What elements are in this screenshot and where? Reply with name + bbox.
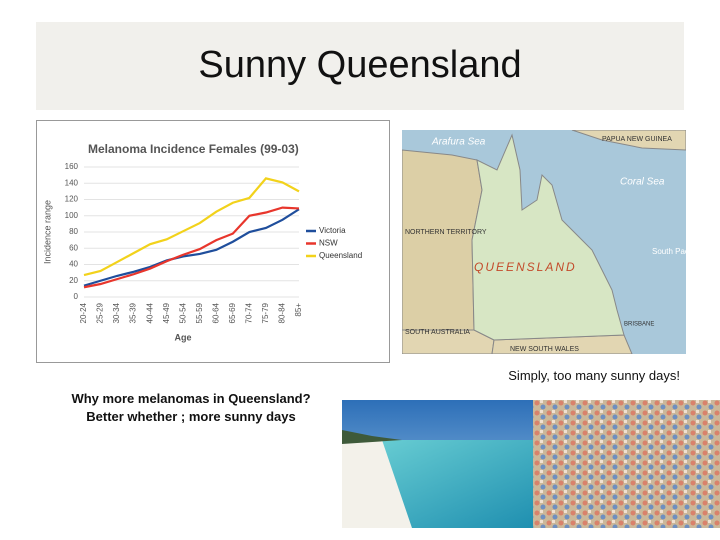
land-nt xyxy=(402,149,483,331)
x-tick-label: 20-24 xyxy=(79,302,88,323)
beach-sand xyxy=(342,440,412,528)
map-label: Arafura Sea xyxy=(431,137,486,148)
land-png xyxy=(571,130,686,151)
slide-title: Sunny Queensland xyxy=(198,44,522,86)
y-tick-label: 100 xyxy=(65,211,79,220)
photos xyxy=(342,400,720,528)
x-tick-label: 75-79 xyxy=(261,302,270,323)
series-line xyxy=(83,208,300,287)
x-tick-label: 60-64 xyxy=(211,302,220,323)
y-tick-label: 40 xyxy=(69,260,78,269)
x-tick-label: 25-29 xyxy=(96,302,105,323)
land-qld xyxy=(471,133,625,341)
x-tick-label: 45-49 xyxy=(162,302,171,323)
legend-label: Victoria xyxy=(319,226,346,235)
y-tick-label: 60 xyxy=(69,243,78,252)
crowd-photo xyxy=(533,400,720,528)
map-label: South Pacific Ocean xyxy=(652,247,686,256)
y-tick-label: 80 xyxy=(69,227,78,236)
x-axis-label: Age xyxy=(174,332,191,342)
x-tick-label: 80-84 xyxy=(278,302,287,323)
map-caption: Simply, too many sunny days! xyxy=(508,368,680,383)
map: Arafura Sea PAPUA NEW GUINEA Coral Sea NORT… xyxy=(402,130,686,354)
map-label: SOUTH AUSTRALIA xyxy=(405,329,470,336)
legend-label: Queensland xyxy=(319,251,362,260)
x-tick-label: 35-39 xyxy=(129,302,138,323)
map-label: BRISBANE xyxy=(624,322,654,328)
question-line: Better whether ; more sunny days xyxy=(86,409,296,424)
series-line xyxy=(83,206,300,289)
x-tick-label: 85+ xyxy=(294,303,303,317)
y-tick-label: 20 xyxy=(69,276,78,285)
beach-hills xyxy=(342,430,402,444)
x-tick-label: 70-74 xyxy=(244,302,253,323)
map-label: PAPUA NEW GUINEA xyxy=(602,136,672,143)
map-label: NEW SOUTH WALES xyxy=(510,346,579,353)
x-tick-label: 30-34 xyxy=(112,302,121,323)
legend-label: NSW xyxy=(319,239,338,248)
series-line xyxy=(83,177,300,277)
question-block: Why more melanomas in Queensland? Better… xyxy=(36,390,346,426)
question-line: Why more melanomas in Queensland? xyxy=(71,391,311,406)
map-label: Coral Sea xyxy=(620,177,665,188)
chart: Melanoma Incidence Females (99-03) Age I… xyxy=(36,120,390,363)
x-tick-label: 55-59 xyxy=(195,302,204,323)
header-band xyxy=(36,22,684,110)
y-tick-label: 140 xyxy=(65,178,79,187)
x-tick-label: 65-69 xyxy=(228,302,237,323)
y-tick-label: 120 xyxy=(65,195,79,204)
x-tick-label: 50-54 xyxy=(178,302,187,323)
chart-title: Melanoma Incidence Females (99-03) xyxy=(88,142,299,156)
map-label: NORTHERN TERRITORY xyxy=(405,229,487,236)
y-tick-label: 0 xyxy=(74,292,79,301)
map-label: QUEENSLAND xyxy=(474,260,577,274)
x-tick-label: 40-44 xyxy=(145,302,154,323)
y-axis-label: Incidence range xyxy=(42,200,52,264)
y-tick-label: 160 xyxy=(65,162,79,171)
